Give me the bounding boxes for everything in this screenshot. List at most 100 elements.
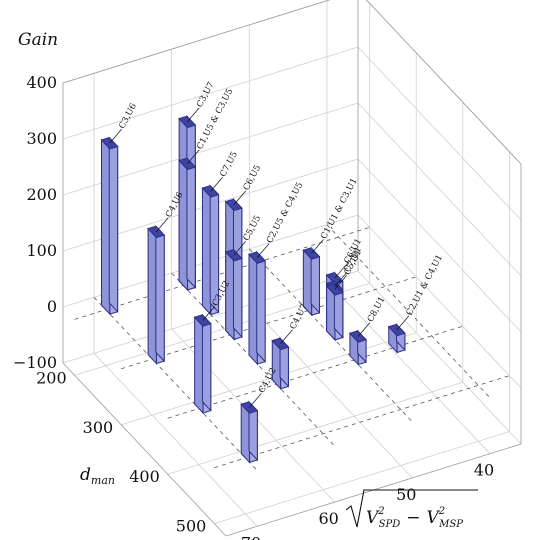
bar-label-leader: [109, 129, 122, 144]
x-label-v2: V: [427, 508, 441, 528]
bar-label: C7,U5: [218, 150, 240, 179]
bar-label-leader: [280, 329, 293, 345]
z-tick-label: 0: [47, 297, 57, 316]
bar-label-leader: [334, 272, 347, 287]
grid-line-z-right: [357, 270, 522, 445]
bar-label-leader: [186, 149, 200, 165]
bar-label: C8,U1: [366, 295, 388, 324]
grid-line-z-right: [357, 102, 522, 277]
grid-line-z-right: [357, 158, 522, 333]
bar-side-face: [240, 402, 251, 464]
x-tick-label: 40: [474, 461, 494, 480]
y-axis-label-main: d: [80, 465, 91, 485]
right-top-edge: [365, 0, 522, 165]
z-tick-label: 100: [26, 241, 57, 260]
bar-label-leader: [210, 177, 223, 192]
z-tick-label: 400: [26, 73, 57, 92]
floor-grid-y: [121, 332, 417, 426]
bar-label-leader: [202, 306, 215, 321]
grid-line-z-back: [62, 46, 359, 140]
bar-label: C2,U5 & C4,U5: [265, 181, 305, 245]
bar-3: [201, 184, 220, 316]
bar-side-face: [248, 253, 258, 366]
x-tick-label: 70: [241, 533, 261, 540]
y-tick-label: 200: [36, 368, 67, 387]
floor-dashed-y: [121, 276, 417, 370]
floor-dashed-y: [74, 226, 370, 320]
bar-8: [248, 250, 267, 366]
bar-top-face: [224, 198, 243, 212]
y-axis-label-sub: man: [91, 474, 115, 487]
x-label-sup1: 2: [377, 506, 384, 517]
bar-right-face: [232, 248, 243, 339]
bar-label: C4,U7: [288, 303, 310, 332]
x-axis-label: V2 SPD − V2 MSP: [345, 489, 478, 530]
bar-6: [224, 248, 243, 341]
bar-16: [240, 400, 259, 464]
floor-grid-x: [93, 353, 258, 527]
bar-side-face: [194, 316, 204, 415]
bar-11: [325, 282, 344, 342]
bar-label: C3,U7: [195, 81, 217, 110]
bar-13: [271, 336, 290, 391]
bar-label: C2,U1 & C4,U1: [405, 253, 445, 317]
z-tick-label: −100: [13, 353, 57, 372]
bar-top-face: [240, 401, 259, 414]
bar-label-leader: [249, 393, 262, 408]
grid-line-z-right: [357, 46, 522, 221]
bar-label-leader: [256, 243, 270, 258]
bar-label-leader: [233, 190, 247, 206]
bar-label-leader: [186, 107, 200, 123]
floor-dashed-y: [167, 325, 463, 419]
z-tick-label: 300: [26, 129, 57, 148]
floor-grid-x: [326, 280, 491, 454]
bar-label-leader: [396, 315, 410, 331]
bar-label: C6,U5: [242, 164, 264, 193]
sqrt-sign: [345, 489, 478, 528]
bar-label-leader: [311, 239, 324, 254]
bar-right-face: [201, 313, 212, 412]
y-axis-label: dman: [80, 465, 115, 487]
floor-grid-y: [74, 282, 370, 376]
floor-dashed-y: [214, 375, 510, 469]
z-axis-label: Gain: [18, 30, 58, 50]
x-label-v1: V: [366, 508, 380, 528]
bar-side-face: [101, 138, 111, 316]
bar-7: [302, 246, 321, 317]
floor-grid-x: [249, 304, 413, 479]
bar-4: [147, 224, 166, 365]
grid-line-z-right: [357, 214, 522, 389]
bar-label-leader: [155, 217, 169, 233]
back-grid: [62, 0, 522, 445]
x-label-minus: −: [406, 508, 420, 528]
y-tick-label: 500: [176, 517, 207, 536]
bar-0: [100, 136, 119, 316]
bar-right-face: [108, 136, 119, 313]
x-tick-label: 60: [319, 509, 339, 528]
y-tick-label: 400: [129, 467, 160, 486]
bar-right-face: [186, 156, 196, 289]
y-tick-label: 300: [83, 418, 114, 437]
bar-side-face: [225, 250, 235, 341]
bar-14: [348, 329, 367, 366]
bar-12: [193, 313, 212, 415]
bar-label: C5,U5: [242, 214, 264, 243]
floor-grid-y: [167, 381, 463, 475]
bar-label-leader: [233, 241, 247, 256]
x-tick-label: 50: [396, 485, 416, 504]
x-label-sup2: 2: [438, 506, 445, 517]
bar-side-face: [178, 159, 189, 292]
bar-side-face: [201, 186, 212, 316]
front-left-floor: [62, 362, 227, 537]
bar-label: C1,U1 & C3,U1: [319, 177, 359, 241]
grid-line-z-right: [365, 0, 522, 165]
bar-label-leader: [334, 275, 347, 290]
x-label-sub1: SPD: [379, 519, 401, 530]
bar-label-leader: [357, 322, 371, 337]
bar-2: [178, 156, 197, 292]
bar-label-leader: [334, 263, 347, 279]
z-tick-label: 200: [26, 185, 57, 204]
back-top-edge: [62, 0, 331, 84]
